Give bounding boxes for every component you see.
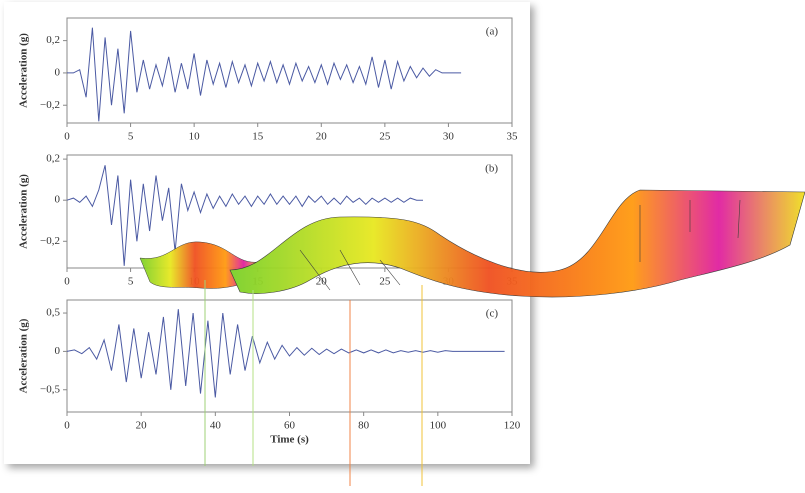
y-tick-label: −0,2 xyxy=(40,235,60,247)
x-tick-label: 30 xyxy=(443,131,455,143)
y-tick-label: 0 xyxy=(55,345,61,357)
y-axis-label: Acceleration (g) xyxy=(18,174,30,249)
x-tick-label: 40 xyxy=(210,420,222,432)
x-tick-label: 120 xyxy=(504,420,521,432)
x-tick-label: 25 xyxy=(379,276,391,288)
signal-line xyxy=(67,27,462,122)
signal-line xyxy=(66,309,505,398)
panel-label: (a) xyxy=(486,26,499,38)
x-axis-label: Time (s) xyxy=(270,434,309,446)
y-tick-label: −0,5 xyxy=(40,383,60,395)
y-tick-label: −0,2 xyxy=(40,99,60,111)
x-tick-label: 20 xyxy=(316,276,328,288)
x-tick-label: 10 xyxy=(189,131,201,143)
signal-line xyxy=(66,165,423,266)
x-tick-label: 80 xyxy=(358,420,370,432)
y-tick-label: 0,5 xyxy=(46,307,60,319)
x-tick-label: 20 xyxy=(316,131,328,143)
panel-label: (c) xyxy=(486,308,499,320)
x-tick-label: 15 xyxy=(252,131,264,143)
x-tick-label: 0 xyxy=(64,276,70,288)
y-tick-label: 0,2 xyxy=(46,34,60,46)
x-tick-label: 0 xyxy=(64,131,70,143)
y-tick-label: 0,2 xyxy=(46,153,60,165)
x-tick-label: 0 xyxy=(64,420,70,432)
panel xyxy=(4,2,530,464)
x-tick-label: 25 xyxy=(379,131,391,143)
y-tick-label: 0 xyxy=(55,194,61,206)
y-axis-label: Acceleration (g) xyxy=(18,33,30,108)
x-tick-label: 35 xyxy=(507,131,519,143)
x-tick-label: 5 xyxy=(128,276,134,288)
x-tick-label: 60 xyxy=(284,420,296,432)
x-tick-label: 100 xyxy=(430,420,447,432)
x-tick-label: 20 xyxy=(136,420,148,432)
panel-label: (b) xyxy=(485,163,498,175)
plot-frame xyxy=(66,17,513,124)
y-tick-label: 0 xyxy=(55,66,61,78)
y-axis-label: Acceleration (g) xyxy=(18,318,30,393)
fem-render xyxy=(139,189,805,486)
x-tick-label: 5 xyxy=(128,131,134,143)
